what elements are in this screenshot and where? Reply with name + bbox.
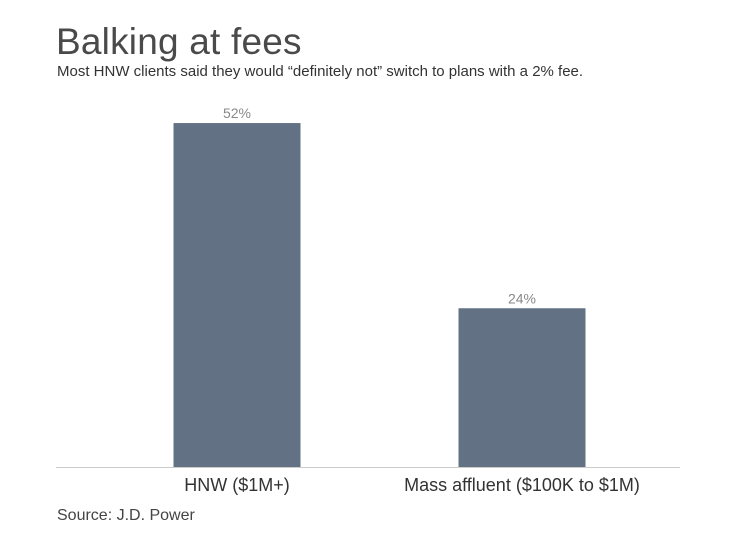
value-label-0: 52% [223,105,251,121]
category-label-0: HNW ($1M+) [184,475,290,495]
bar-1 [458,308,586,467]
chart-subtitle: Most HNW clients said they would “defini… [57,63,584,80]
source-note: Source: J.D. Power [57,507,195,524]
chart-title: Balking at fees [56,21,302,62]
category-label-1: Mass affluent ($100K to $1M) [404,475,640,495]
bar-0 [173,123,301,467]
value-label-1: 24% [508,290,536,306]
